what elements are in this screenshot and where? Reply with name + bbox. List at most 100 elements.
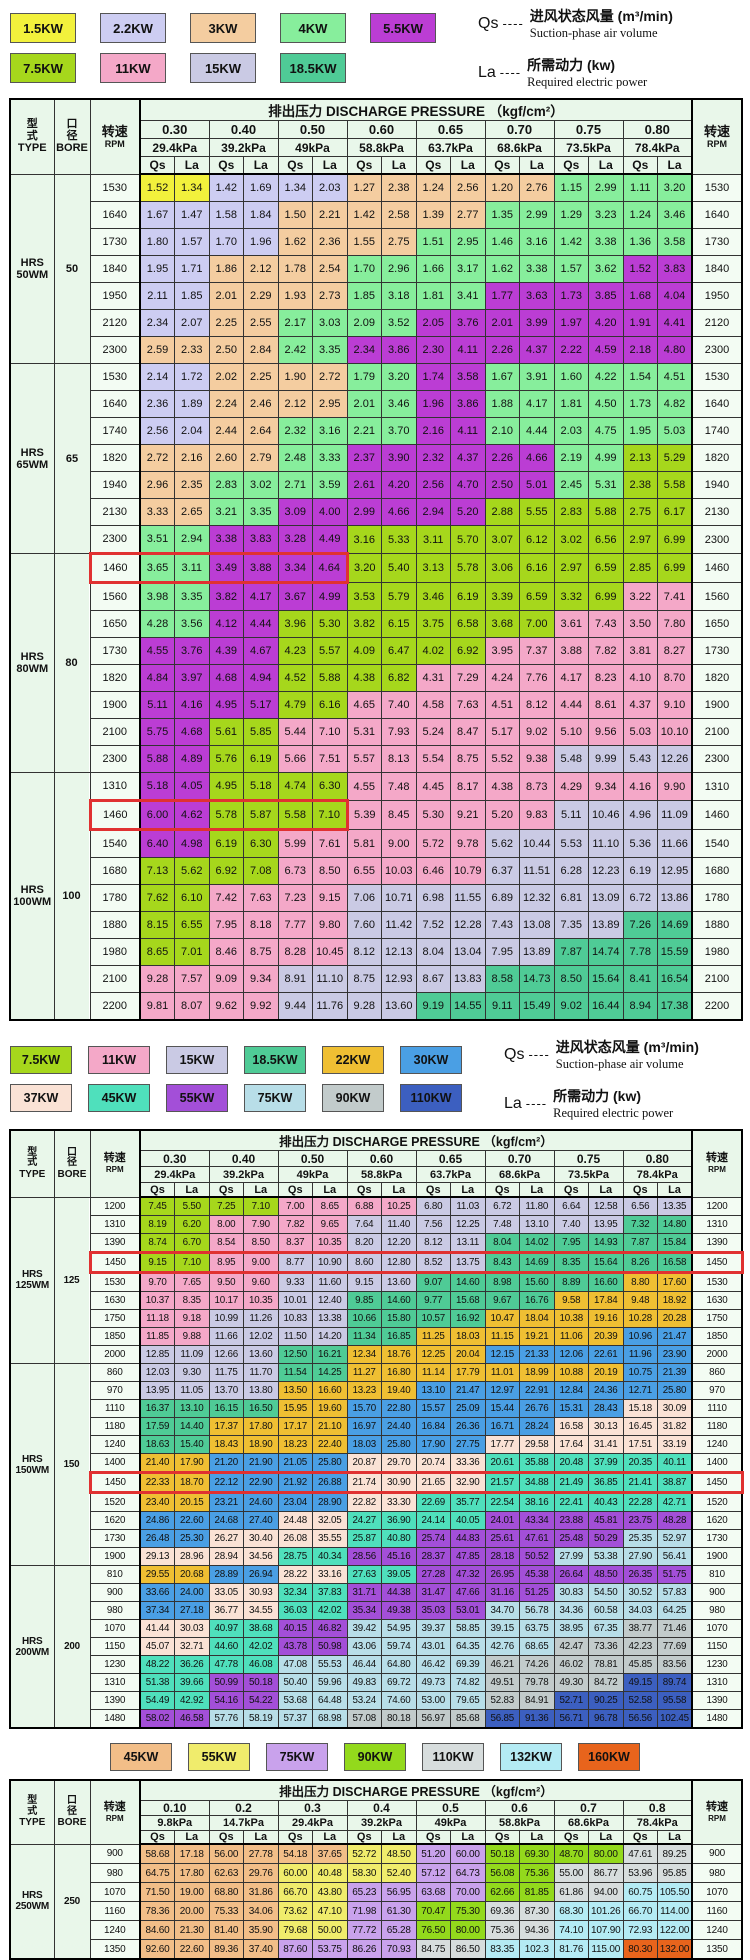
qs-cell: 50.40: [277, 1673, 313, 1692]
qs-cell: 3.09: [277, 498, 313, 526]
qs-cell: 53.24: [346, 1691, 382, 1710]
qs-cell: 7.95: [484, 938, 520, 966]
la-cell: 11.10: [312, 965, 348, 993]
la-cell: 22.60: [174, 1939, 210, 1960]
qs-cell: 4.28: [139, 610, 175, 638]
qs-cell: 26.48: [139, 1529, 175, 1548]
qs-cell: 2.59: [139, 336, 175, 364]
qs-cell: 7.48: [484, 1215, 520, 1234]
rpm-cell: 2300: [89, 525, 141, 554]
header-la: La: [450, 156, 486, 175]
table-row: 2100 5.75 4.68 5.61 5.85 5.44 7.10 5.31 7.93 5.24…: [10, 718, 743, 746]
qs-cell: 35.03: [415, 1601, 451, 1620]
qs-cell: 4.10: [622, 664, 658, 692]
header-la: La: [174, 1830, 210, 1845]
la-cell: 35.55: [312, 1529, 348, 1548]
legend-grid: 1.5KW 2.2KW 3KW 4KW 5.5KW 7.5KW 11KW 15KW 18.5KW: [10, 13, 436, 83]
qs-cell: 1.81: [415, 282, 451, 310]
qs-cell: 3.96: [277, 610, 313, 638]
la-cell: 8.17: [450, 772, 486, 801]
rpm-cell: 1640: [89, 201, 141, 229]
rpm-cell: 1540: [691, 829, 743, 858]
header-pressure-kpa: 73.5kPa: [553, 1166, 624, 1183]
qs-cell: 42.76: [484, 1637, 520, 1656]
la-cell: 16.54: [657, 965, 693, 993]
la-cell: 4.20: [381, 471, 417, 499]
header-type: 型式 TYPE: [9, 98, 55, 175]
qs-cell: 7.52: [415, 911, 451, 939]
la-cell: 75.36: [519, 1863, 555, 1883]
la-cell: 5.79: [381, 582, 417, 611]
header-pressure-kpa: 68.6kPa: [484, 138, 555, 157]
table-row: 1880 8.15 6.55 7.95 8.18 7.77 9.80 7.60 11.42 7.5…: [10, 911, 743, 939]
la-cell: 28.96: [174, 1547, 210, 1566]
la-cell: 13.09: [588, 884, 624, 912]
la-cell: 47.32: [450, 1565, 486, 1584]
la-cell: 24.00: [174, 1583, 210, 1602]
qs-cell: 3.49: [208, 552, 244, 584]
qs-cell: 2.48: [277, 444, 313, 472]
qs-cell: 1.36: [622, 228, 658, 256]
la-cell: 6.20: [174, 1215, 210, 1234]
la-cell: 3.35: [312, 336, 348, 364]
header-qs: Qs: [277, 1182, 313, 1198]
qs-cell: 12.25: [415, 1345, 451, 1364]
header-pressure-kpa: 14.7kPa: [208, 1815, 279, 1831]
qs-cell: 4.52: [277, 664, 313, 692]
qs-cell: 9.28: [346, 992, 382, 1021]
legend-row: 45KW 55KW 75KW 90KW 110KW 132KW 160KW: [110, 1743, 640, 1771]
la-cell: 10.79: [450, 857, 486, 885]
qs-cell: 63.68: [415, 1882, 451, 1902]
qs-cell: 2.44: [208, 417, 244, 445]
header-qs: Qs: [346, 1830, 382, 1845]
la-cell: 2.25: [243, 363, 279, 391]
la-cell: 114.00: [657, 1901, 693, 1921]
la-cell: 36.90: [381, 1511, 417, 1530]
rpm-cell: 1450: [691, 1471, 744, 1494]
la-cell: 14.69: [657, 911, 693, 939]
la-cell: 68.98: [312, 1709, 348, 1729]
qs-cell: 1.68: [622, 282, 658, 310]
table-row: 1530 9.70 7.65 9.50 9.60 9.33 11.60 9.15 13.60 9.…: [10, 1272, 743, 1292]
qs-cell: 15.95: [277, 1399, 313, 1418]
qs-cell: 8.12: [415, 1233, 451, 1253]
qs-cell: 6.72: [622, 884, 658, 912]
qs-cell: 7.62: [139, 884, 175, 912]
qs-cell: 6.72: [484, 1196, 520, 1216]
la-cell: 13.11: [450, 1233, 486, 1253]
la-cell: 84.91: [519, 1691, 555, 1710]
la-cell: 75.30: [450, 1901, 486, 1921]
la-cell: 7.80: [657, 610, 693, 638]
qs-cell: 13.70: [208, 1381, 244, 1400]
la-cell: 5.57: [312, 637, 348, 665]
type-cell: HRS 100WM: [9, 772, 55, 1021]
header-pressure-kgf: 0.60: [346, 120, 417, 139]
la-cell: 1.85: [174, 282, 210, 310]
rpm-cell: 1820: [89, 664, 141, 692]
la-cell: 22.91: [519, 1381, 555, 1400]
la-cell: 11.09: [657, 800, 693, 830]
la-cell: 19.16: [588, 1309, 624, 1328]
header-la: La: [312, 1830, 348, 1845]
qs-cell: 4.68: [208, 664, 244, 692]
la-cell: 90.25: [588, 1691, 624, 1710]
la-cell: 10.35: [243, 1291, 279, 1310]
la-cell: 3.58: [450, 363, 486, 391]
header-la: La: [381, 156, 417, 175]
la-cell: 5.29: [657, 444, 693, 472]
la-cell: 5.88: [588, 498, 624, 526]
la-cell: 2.73: [312, 282, 348, 310]
la-cell: 6.99: [657, 553, 693, 583]
rpm-cell: 1640: [89, 390, 141, 418]
rpm-cell: 1940: [691, 471, 743, 499]
la-cell: 7.00: [519, 610, 555, 638]
la-cell: 6.59: [588, 553, 624, 583]
header-bore: 口径 BORE: [53, 1779, 91, 1845]
qs-cell: 56.85: [484, 1709, 520, 1729]
qs-cell: 1.51: [415, 228, 451, 256]
rpm-cell: 1110: [691, 1399, 743, 1418]
la-cell: 33.30: [381, 1492, 417, 1512]
qs-cell: 49.15: [622, 1673, 658, 1692]
legend-row: 7.5KW 11KW 15KW 18.5KW 22KW 30KW: [10, 1046, 462, 1074]
la-cell: 3.83: [657, 255, 693, 283]
